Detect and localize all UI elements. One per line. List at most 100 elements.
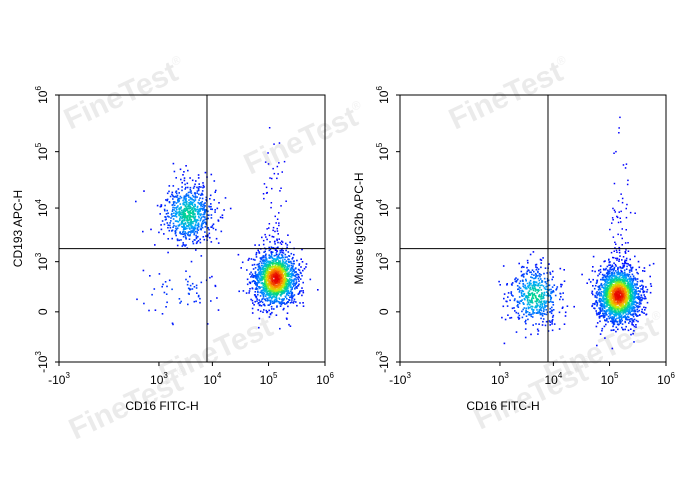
event-dot xyxy=(545,320,548,323)
event-dot xyxy=(551,270,554,273)
event-dot xyxy=(256,288,259,290)
event-dot xyxy=(560,285,562,288)
event-dot xyxy=(627,281,629,284)
event-dot xyxy=(263,279,266,281)
event-dot xyxy=(254,272,257,275)
event-dot xyxy=(601,329,603,332)
event-dot xyxy=(275,263,277,266)
event-dot xyxy=(617,200,620,202)
event-dot xyxy=(624,308,627,311)
event-dot xyxy=(602,305,604,308)
event-dot xyxy=(628,307,631,310)
event-dot xyxy=(283,280,286,283)
event-dot xyxy=(179,302,181,304)
event-dot xyxy=(273,255,276,257)
event-dot xyxy=(295,271,297,273)
event-dot xyxy=(624,278,626,281)
event-dot xyxy=(612,322,615,324)
event-dot xyxy=(250,258,253,260)
event-dot xyxy=(623,310,625,313)
event-dot xyxy=(185,195,187,198)
event-dot xyxy=(185,165,187,167)
event-dot xyxy=(545,302,547,304)
event-dot xyxy=(289,296,291,298)
event-dot xyxy=(288,299,291,301)
event-dot xyxy=(197,174,200,176)
event-dot xyxy=(623,296,625,298)
event-dot xyxy=(614,275,616,278)
event-dot xyxy=(178,223,181,226)
event-dot xyxy=(268,262,270,264)
event-dot xyxy=(195,242,198,245)
event-dot xyxy=(539,303,542,306)
event-dot xyxy=(513,299,516,302)
event-dot xyxy=(606,287,609,290)
event-dot xyxy=(630,269,632,271)
event-dot xyxy=(608,307,610,309)
event-dot xyxy=(623,298,625,300)
event-dot xyxy=(287,265,289,268)
event-dot xyxy=(179,213,182,216)
event-dot xyxy=(297,268,300,271)
event-dot xyxy=(614,318,617,321)
event-dot xyxy=(616,284,619,286)
event-dot xyxy=(209,276,211,279)
event-dot xyxy=(292,285,295,288)
event-dot xyxy=(626,273,629,275)
event-dot xyxy=(270,283,272,286)
event-dot xyxy=(251,273,254,275)
y-tick-label: 0 xyxy=(377,308,391,315)
event-dot xyxy=(264,269,267,272)
event-dot xyxy=(274,249,277,251)
y-tick-label: 0 xyxy=(36,308,50,315)
event-dot xyxy=(623,307,626,309)
event-dot xyxy=(275,293,277,295)
event-dot xyxy=(623,265,626,267)
event-dot xyxy=(540,317,542,320)
event-dot xyxy=(613,297,615,299)
event-dot xyxy=(259,279,261,281)
event-dot xyxy=(288,261,290,263)
event-dot xyxy=(264,299,267,302)
event-dot xyxy=(269,264,271,267)
event-dot xyxy=(533,293,536,295)
event-dot xyxy=(638,297,640,300)
event-dot xyxy=(270,251,272,253)
event-dot xyxy=(172,198,174,200)
event-dot xyxy=(617,294,619,296)
event-dot xyxy=(271,266,274,268)
event-dot xyxy=(283,277,286,279)
event-dot xyxy=(188,231,191,233)
event-dot xyxy=(191,194,194,197)
event-dot xyxy=(614,211,616,213)
event-dot xyxy=(573,305,575,308)
event-dot xyxy=(278,272,280,275)
event-dot xyxy=(176,206,178,208)
event-dot xyxy=(198,203,201,205)
event-dot xyxy=(563,280,566,282)
event-dot xyxy=(517,288,519,291)
event-dot xyxy=(530,276,532,278)
event-dot xyxy=(196,206,199,208)
event-dot xyxy=(179,217,181,220)
event-dot xyxy=(281,241,284,243)
event-dot xyxy=(614,247,616,249)
event-dot xyxy=(278,267,280,269)
event-dot xyxy=(632,279,635,281)
event-dot xyxy=(604,305,607,308)
event-dot xyxy=(622,299,624,302)
event-dot xyxy=(551,301,553,303)
event-dot xyxy=(277,286,279,289)
event-dot xyxy=(269,300,272,303)
event-dot xyxy=(202,208,205,210)
event-dot xyxy=(249,273,251,275)
event-dot xyxy=(287,272,289,275)
event-dot xyxy=(190,232,192,234)
event-dot xyxy=(621,197,624,200)
event-dot xyxy=(564,315,567,317)
event-dot xyxy=(520,270,523,273)
event-dot xyxy=(630,299,632,302)
event-dot xyxy=(613,316,615,319)
event-dot xyxy=(630,287,633,290)
event-dot xyxy=(269,301,272,304)
